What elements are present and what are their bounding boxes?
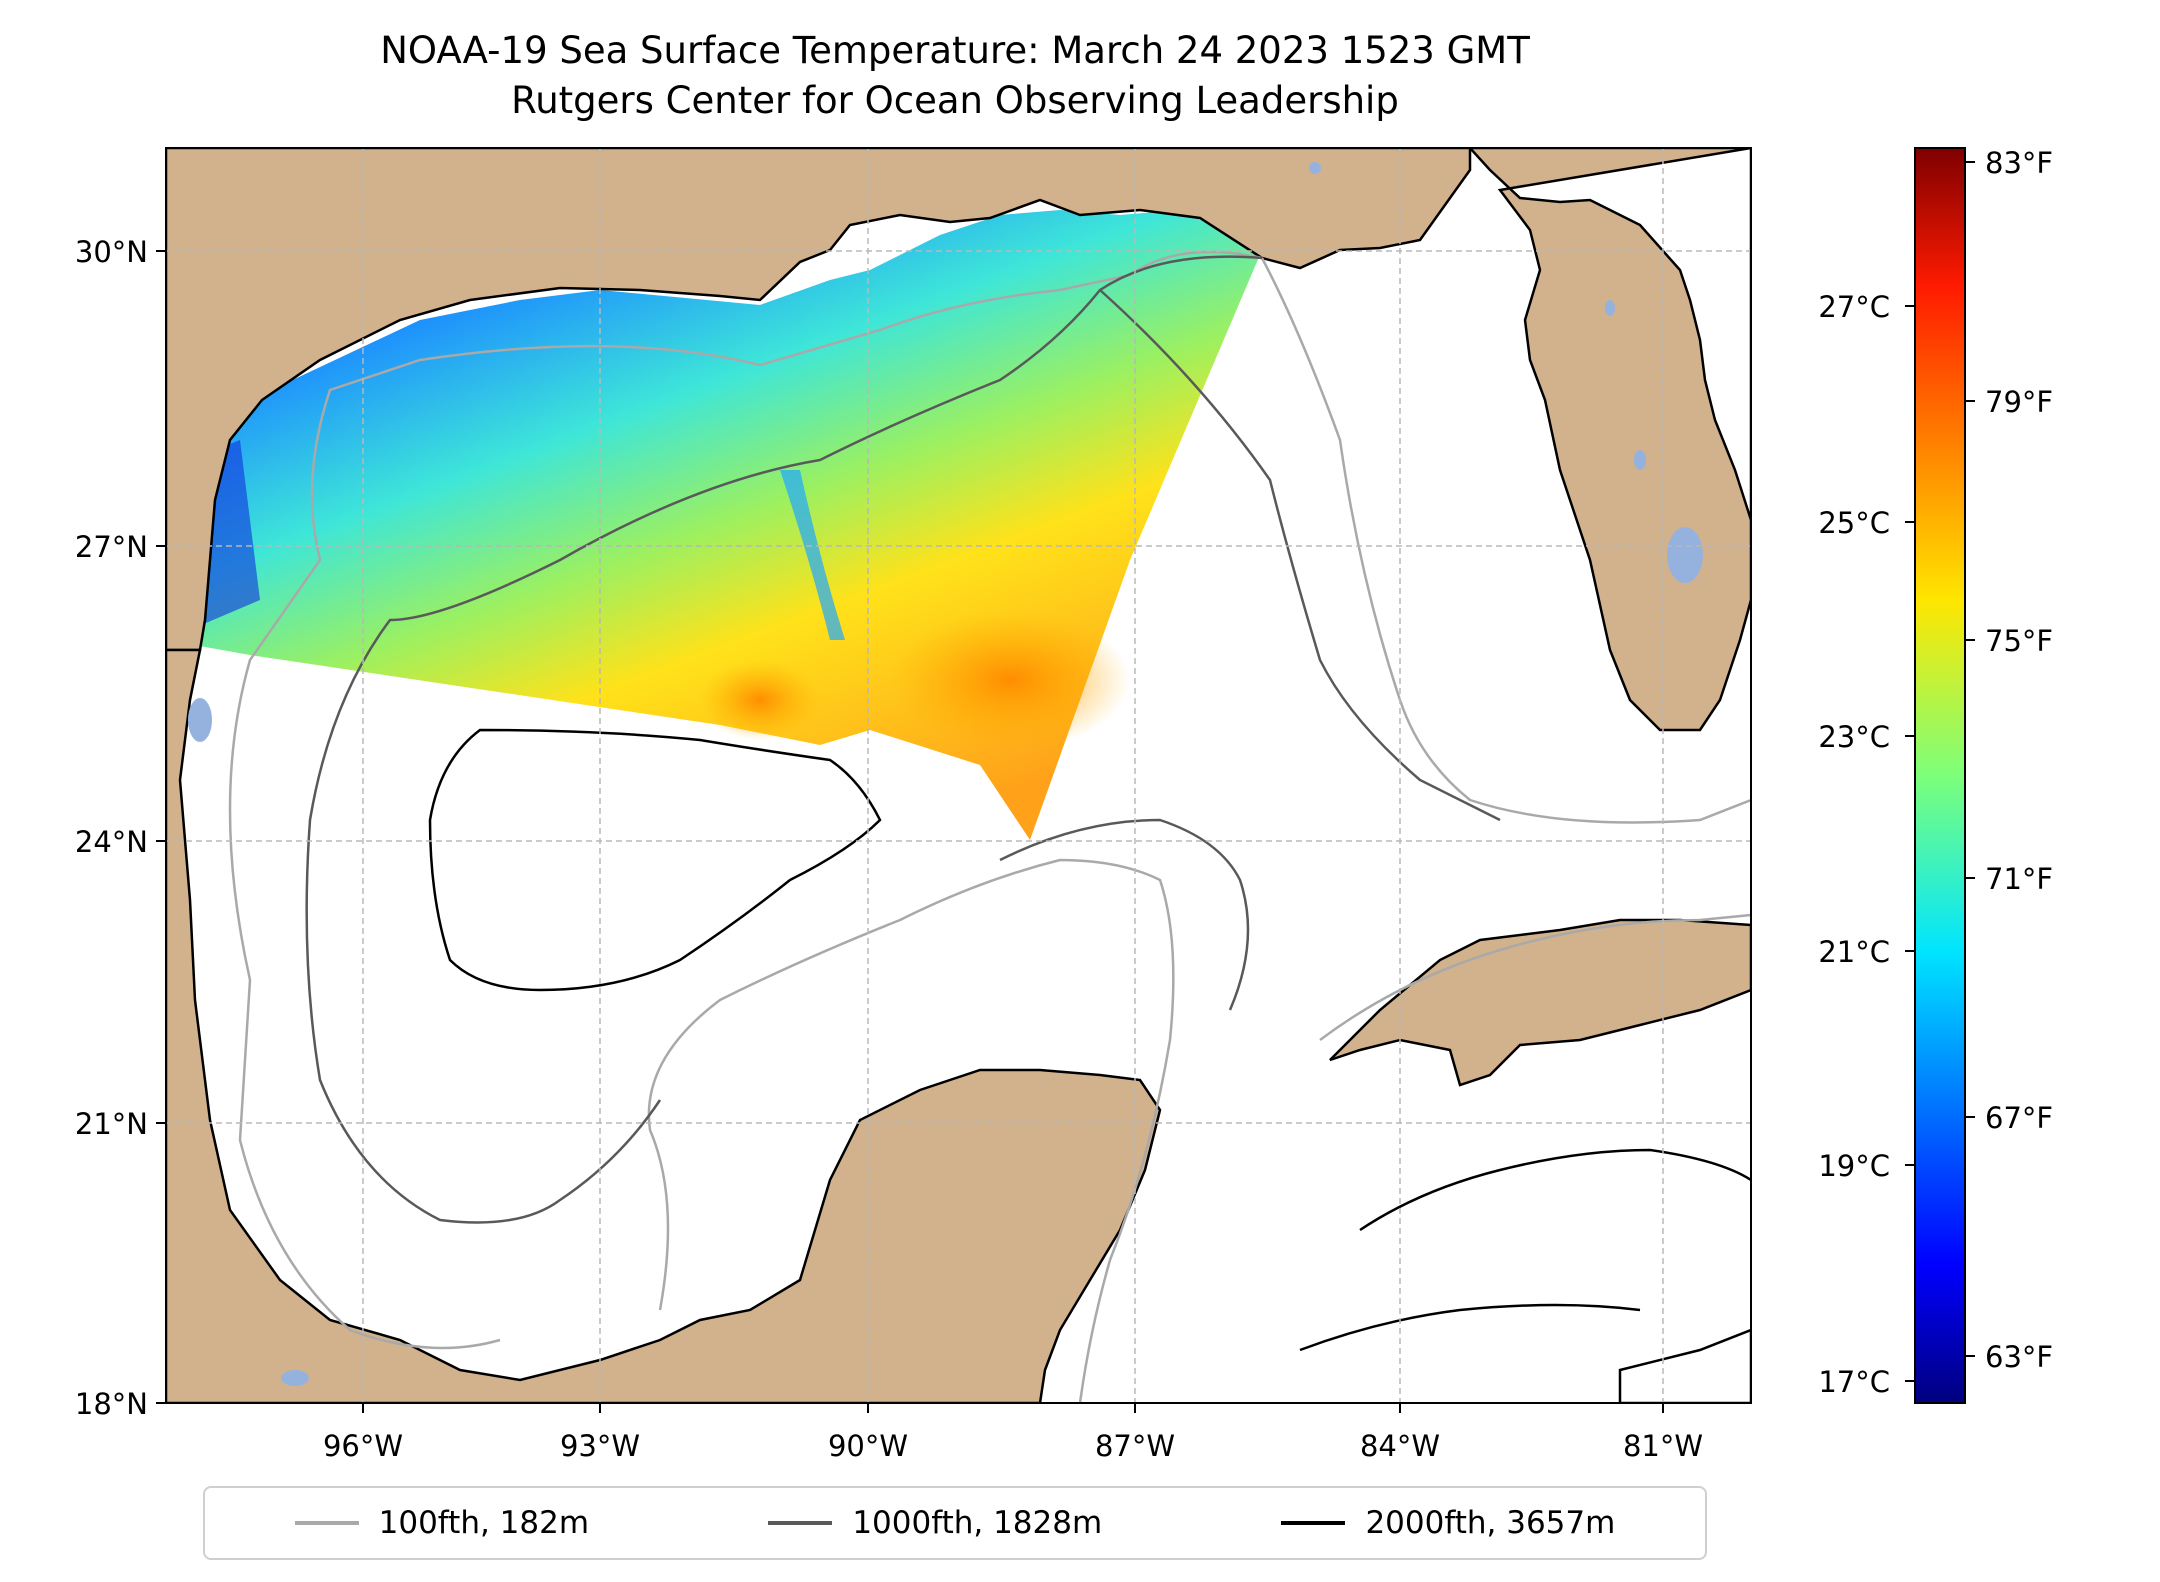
- legend-line-1000fth: [768, 1521, 833, 1525]
- legend-item-100fth: 100fth, 182m: [294, 1505, 590, 1541]
- lat-label-24n: 24°N: [75, 825, 148, 859]
- land: [166, 148, 1751, 1403]
- map-frame: [165, 147, 1752, 1404]
- lat-label-30n: 30°N: [75, 235, 148, 269]
- lat-label-21n: 21°N: [75, 1107, 148, 1141]
- lat-label-27n: 27°N: [75, 530, 148, 564]
- lon-label-93w: 93°W: [560, 1429, 640, 1463]
- gridlines: [166, 148, 1751, 1403]
- lon-label-84w: 84°W: [1360, 1429, 1440, 1463]
- lon-label-87w: 87°W: [1095, 1429, 1175, 1463]
- legend-line-2000fth: [1281, 1521, 1346, 1525]
- bathymetry-2000fth: [428, 728, 1751, 1352]
- legend-label-2000fth: 2000fth, 3657m: [1365, 1505, 1616, 1541]
- colorbar-label-25c: 25°C: [1818, 506, 1890, 540]
- legend-label-1000fth: 1000fth, 1828m: [852, 1505, 1103, 1541]
- lon-label-81w: 81°W: [1623, 1429, 1703, 1463]
- lat-axis: [156, 250, 166, 1404]
- mexico-land: [166, 648, 1162, 1403]
- lakes: [188, 162, 1703, 1386]
- florida-land: [1468, 148, 1751, 732]
- us-gulf-coast-land: [166, 148, 1472, 652]
- map-subtitle: Rutgers Center for Ocean Observing Leade…: [511, 79, 1399, 122]
- colorbar-label-21c: 21°C: [1818, 935, 1890, 969]
- colorbar-label-19c: 19°C: [1818, 1149, 1890, 1183]
- colorbar: [1914, 147, 1966, 1404]
- colorbar-label-67f: 67°F: [1985, 1101, 2053, 1135]
- colorbar-label-17c: 17°C: [1818, 1365, 1890, 1399]
- colorbar-label-23c: 23°C: [1818, 720, 1890, 754]
- lon-axis: [362, 1403, 1664, 1413]
- colorbar-label-75f: 75°F: [1985, 624, 2053, 658]
- cuba-land: [1329, 918, 1751, 1087]
- colorbar-label-79f: 79°F: [1985, 385, 2053, 419]
- lon-label-96w: 96°W: [323, 1429, 403, 1463]
- bathymetry-100fth: [228, 250, 1751, 1403]
- sst-swath: [166, 210, 1262, 840]
- legend-line-100fth: [294, 1521, 359, 1525]
- legend-item-2000fth: 2000fth, 3657m: [1281, 1505, 1615, 1541]
- colorbar-label-83f: 83°F: [1985, 146, 2053, 180]
- map-title: NOAA-19 Sea Surface Temperature: March 2…: [380, 29, 1530, 72]
- lat-label-18n: 18°N: [75, 1387, 148, 1421]
- colorbar-label-71f: 71°F: [1985, 862, 2053, 896]
- legend-label-100fth: 100fth, 182m: [378, 1505, 590, 1541]
- colorbar-label-63f: 63°F: [1985, 1340, 2053, 1374]
- honduras-land: [1618, 1328, 1751, 1403]
- colorbar-label-27c: 27°C: [1818, 290, 1890, 324]
- colorbar-fahrenheit-ticks: [1965, 161, 1975, 1357]
- contour-legend: 100fth, 182m 1000fth, 1828m 2000fth, 365…: [203, 1486, 1707, 1560]
- lon-label-90w: 90°W: [828, 1429, 908, 1463]
- legend-item-1000fth: 1000fth, 1828m: [768, 1505, 1102, 1541]
- colorbar-celsius-ticks: [1905, 305, 1915, 1382]
